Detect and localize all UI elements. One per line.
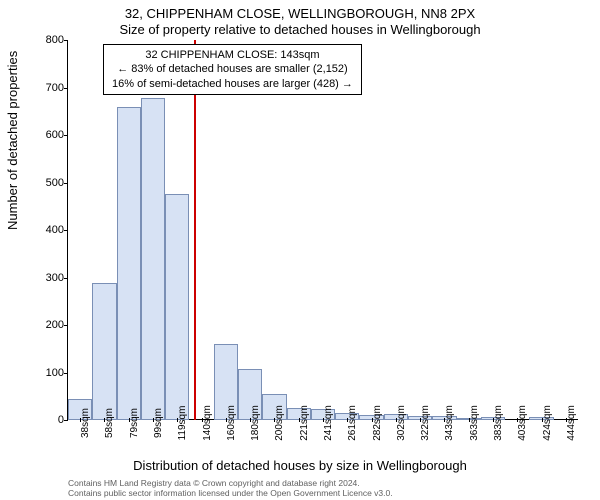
histogram-bar — [165, 194, 189, 420]
y-tick-mark — [64, 40, 68, 41]
x-tick-label: 200sqm — [274, 405, 285, 441]
y-tick-mark — [64, 325, 68, 326]
histogram-bar — [141, 98, 165, 420]
y-tick-mark — [64, 230, 68, 231]
x-tick-label: 261sqm — [347, 405, 358, 441]
x-axis-label: Distribution of detached houses by size … — [0, 458, 600, 473]
x-tick-label: 99sqm — [153, 408, 164, 438]
y-tick-label: 400 — [36, 224, 64, 236]
y-tick-label: 500 — [36, 177, 64, 189]
marker-line — [194, 40, 196, 420]
x-tick-label: 58sqm — [104, 408, 115, 438]
info-line-1: 32 CHIPPENHAM CLOSE: 143sqm — [112, 48, 353, 62]
x-tick-label: 383sqm — [493, 405, 504, 441]
x-axis: 38sqm58sqm79sqm99sqm119sqm140sqm160sqm18… — [68, 420, 578, 460]
y-tick-label: 0 — [36, 414, 64, 426]
chart-title-main: 32, CHIPPENHAM CLOSE, WELLINGBOROUGH, NN… — [0, 0, 600, 21]
x-tick-label: 424sqm — [542, 405, 553, 441]
x-tick-label: 363sqm — [469, 405, 480, 441]
x-tick-label: 221sqm — [299, 405, 310, 441]
histogram-bar — [92, 283, 116, 420]
y-tick-label: 800 — [36, 34, 64, 46]
x-tick-label: 180sqm — [250, 405, 261, 441]
y-tick-label: 300 — [36, 272, 64, 284]
x-tick-label: 343sqm — [444, 405, 455, 441]
x-tick-label: 79sqm — [129, 408, 140, 438]
footer-attribution: Contains HM Land Registry data © Crown c… — [68, 478, 393, 498]
chart-info-box: 32 CHIPPENHAM CLOSE: 143sqm ← 83% of det… — [103, 44, 362, 95]
x-tick-label: 444sqm — [566, 405, 577, 441]
x-tick-label: 302sqm — [396, 405, 407, 441]
info-line-2: ← 83% of detached houses are smaller (2,… — [112, 62, 353, 76]
footer-line-1: Contains HM Land Registry data © Crown c… — [68, 478, 393, 488]
y-tick-mark — [64, 135, 68, 136]
plot-area — [68, 40, 578, 420]
histogram-bar — [117, 107, 141, 421]
x-tick-label: 282sqm — [372, 405, 383, 441]
y-tick-label: 200 — [36, 319, 64, 331]
y-tick-mark — [64, 183, 68, 184]
x-tick-label: 160sqm — [226, 405, 237, 441]
y-axis-label: Number of detached properties — [5, 51, 20, 230]
x-tick-label: 403sqm — [517, 405, 528, 441]
y-tick-mark — [64, 373, 68, 374]
x-tick-label: 38sqm — [80, 408, 91, 438]
x-tick-label: 119sqm — [177, 406, 188, 441]
x-tick-label: 140sqm — [202, 405, 213, 441]
x-tick-label: 322sqm — [420, 405, 431, 441]
y-tick-mark — [64, 88, 68, 89]
y-tick-label: 600 — [36, 129, 64, 141]
y-tick-label: 700 — [36, 82, 64, 94]
footer-line-2: Contains public sector information licen… — [68, 488, 393, 498]
bars-group — [68, 40, 578, 420]
chart-container: 32, CHIPPENHAM CLOSE, WELLINGBOROUGH, NN… — [0, 0, 600, 500]
y-tick-mark — [64, 278, 68, 279]
y-tick-label: 100 — [36, 367, 64, 379]
chart-title-sub: Size of property relative to detached ho… — [0, 22, 600, 37]
x-tick-label: 241sqm — [323, 405, 334, 441]
info-line-3: 16% of semi-detached houses are larger (… — [112, 77, 353, 91]
